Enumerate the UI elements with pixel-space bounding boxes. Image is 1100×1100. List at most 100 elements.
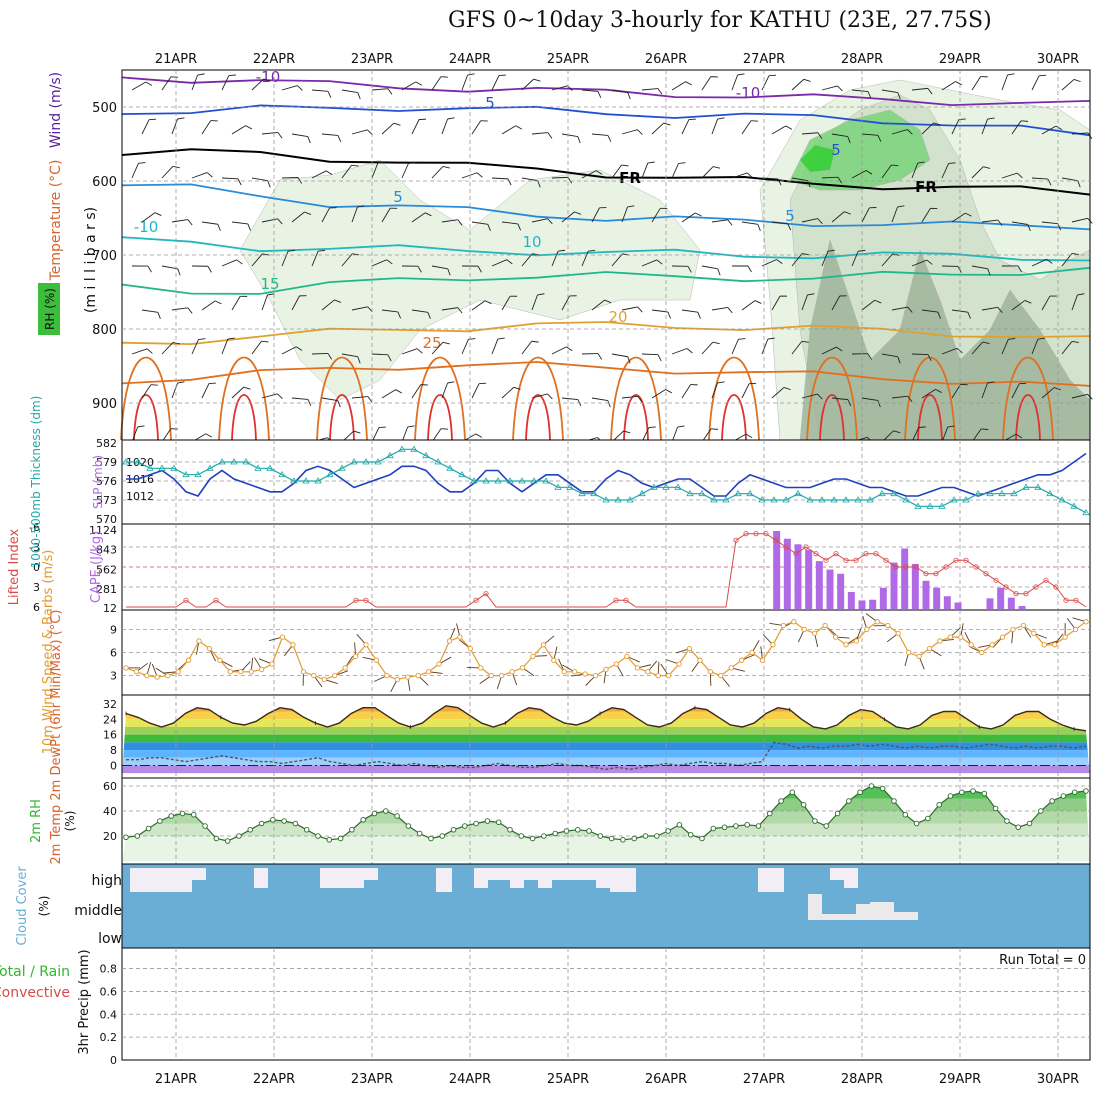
cape-bar — [826, 569, 834, 609]
wind-barb — [701, 76, 712, 91]
date-label-top: 21APR — [155, 52, 197, 67]
cape-axis-label: CAPE (J/kg) — [89, 531, 104, 603]
wind-barb-flag — [187, 307, 193, 314]
panel-labels: Wind (m/s) Temperature (°C) RH (%) (m i l l… — [0, 72, 105, 1055]
high-cloud-gap — [830, 868, 844, 880]
wind-barb — [1041, 125, 1057, 135]
wind-barb-flag — [827, 249, 835, 252]
wind-barb — [911, 162, 919, 179]
temp-band — [122, 757, 1090, 766]
wind-barb — [251, 78, 264, 91]
rh-marker — [450, 827, 457, 833]
wind-barb — [821, 346, 837, 355]
wind-barb — [501, 125, 516, 135]
wind-barb — [761, 259, 777, 267]
thickness-tick-label: 570 — [96, 513, 117, 526]
rh-marker — [123, 834, 129, 841]
lifted-index-marker — [733, 537, 739, 543]
wind-barb — [141, 119, 150, 135]
wind-barb — [791, 253, 803, 267]
wind-speed-marker — [624, 653, 630, 659]
wind-barb — [861, 397, 878, 401]
wind-barb-flag — [604, 299, 612, 304]
thickness-marker — [974, 489, 982, 497]
high-cloud-gap — [844, 868, 858, 888]
thickness-marker — [230, 458, 238, 465]
wind-barb-flag — [205, 433, 213, 438]
precip-tick-label: 0 — [110, 1054, 117, 1067]
wind-barb-flag — [304, 211, 312, 215]
wind-barb — [1041, 221, 1058, 225]
wind-barb — [611, 253, 623, 267]
lifted-index-marker — [903, 564, 909, 570]
rh-tick-label: 20 — [103, 830, 117, 843]
rh2m-panel: 60 40 20 — [103, 777, 1091, 865]
li-tick-label: 0 — [33, 561, 40, 574]
thickness-marker — [278, 470, 286, 478]
lifted-index-marker — [863, 551, 869, 557]
wind-barb — [971, 341, 984, 355]
wind-barb-flag — [712, 341, 720, 345]
wind-barb-flag — [907, 395, 913, 403]
thickness-marker — [626, 496, 634, 503]
rh-marker — [303, 827, 310, 833]
wind-barb-flag — [1077, 293, 1085, 296]
thickness-marker — [206, 464, 214, 471]
wind-barb-flag — [395, 389, 403, 394]
rh-marker — [315, 833, 321, 839]
wind-barb-flag — [982, 341, 990, 344]
wind-speed-marker — [561, 669, 567, 675]
surface-isotherm-35 — [623, 394, 649, 441]
isotherm-label: 20 — [608, 308, 627, 326]
lifted-index-marker — [743, 531, 749, 537]
wind-barb-flag — [477, 265, 482, 273]
wind-barb — [311, 251, 319, 267]
wind-barb — [1001, 339, 1009, 355]
date-label-bottom: 22APR — [253, 1072, 295, 1087]
cape-bar — [794, 544, 802, 609]
wind-barb — [671, 348, 688, 355]
wind-barb — [771, 387, 785, 399]
wind-barb-flag — [787, 223, 792, 231]
wind-barb-flag — [513, 386, 521, 390]
cape-bar — [879, 587, 887, 609]
rh-marker — [202, 823, 208, 829]
wind-barb — [651, 208, 661, 223]
wind-speed-marker — [405, 674, 411, 680]
wind-barb-flag — [877, 400, 881, 408]
wind-speed-marker — [1020, 622, 1027, 629]
rh-marker — [191, 812, 197, 818]
wind-barb-flag — [427, 312, 431, 319]
wind-barb-flag — [245, 125, 252, 130]
wind-barb — [1071, 393, 1088, 399]
thickness-tick-label: 573 — [96, 494, 117, 507]
cape-bar — [901, 548, 909, 609]
li-tick-label: 3 — [33, 581, 40, 594]
lifted-index-marker — [1043, 577, 1049, 583]
date-label-bottom: 29APR — [939, 1072, 981, 1087]
wind-speed-marker — [321, 676, 327, 683]
thickness-marker — [326, 470, 334, 478]
thickness-marker — [350, 458, 358, 465]
wind-speed-marker — [279, 634, 286, 640]
wind-barb-flag — [217, 224, 221, 231]
wind-speed-marker — [248, 669, 254, 675]
wind-barb-flag — [157, 312, 161, 319]
wind-barb — [641, 162, 649, 179]
rh-marker — [812, 818, 818, 824]
lifted-index-marker — [1033, 584, 1039, 590]
li-tick-label: 6 — [33, 601, 40, 614]
surface-isotherm-35 — [525, 394, 551, 441]
wind-barb-flag — [727, 219, 733, 226]
wind-barb — [831, 295, 841, 311]
thickness-marker — [182, 470, 190, 478]
wind-barb — [641, 88, 658, 91]
wind-barb-flag — [847, 136, 851, 144]
wind-barb — [1031, 177, 1048, 180]
rh-marker — [733, 823, 739, 829]
high-cloud-gap — [510, 868, 524, 888]
thickness-marker — [254, 464, 262, 471]
wind-barb-flag — [1015, 433, 1023, 439]
wind-barb — [191, 339, 199, 355]
wind-barb — [791, 341, 803, 355]
